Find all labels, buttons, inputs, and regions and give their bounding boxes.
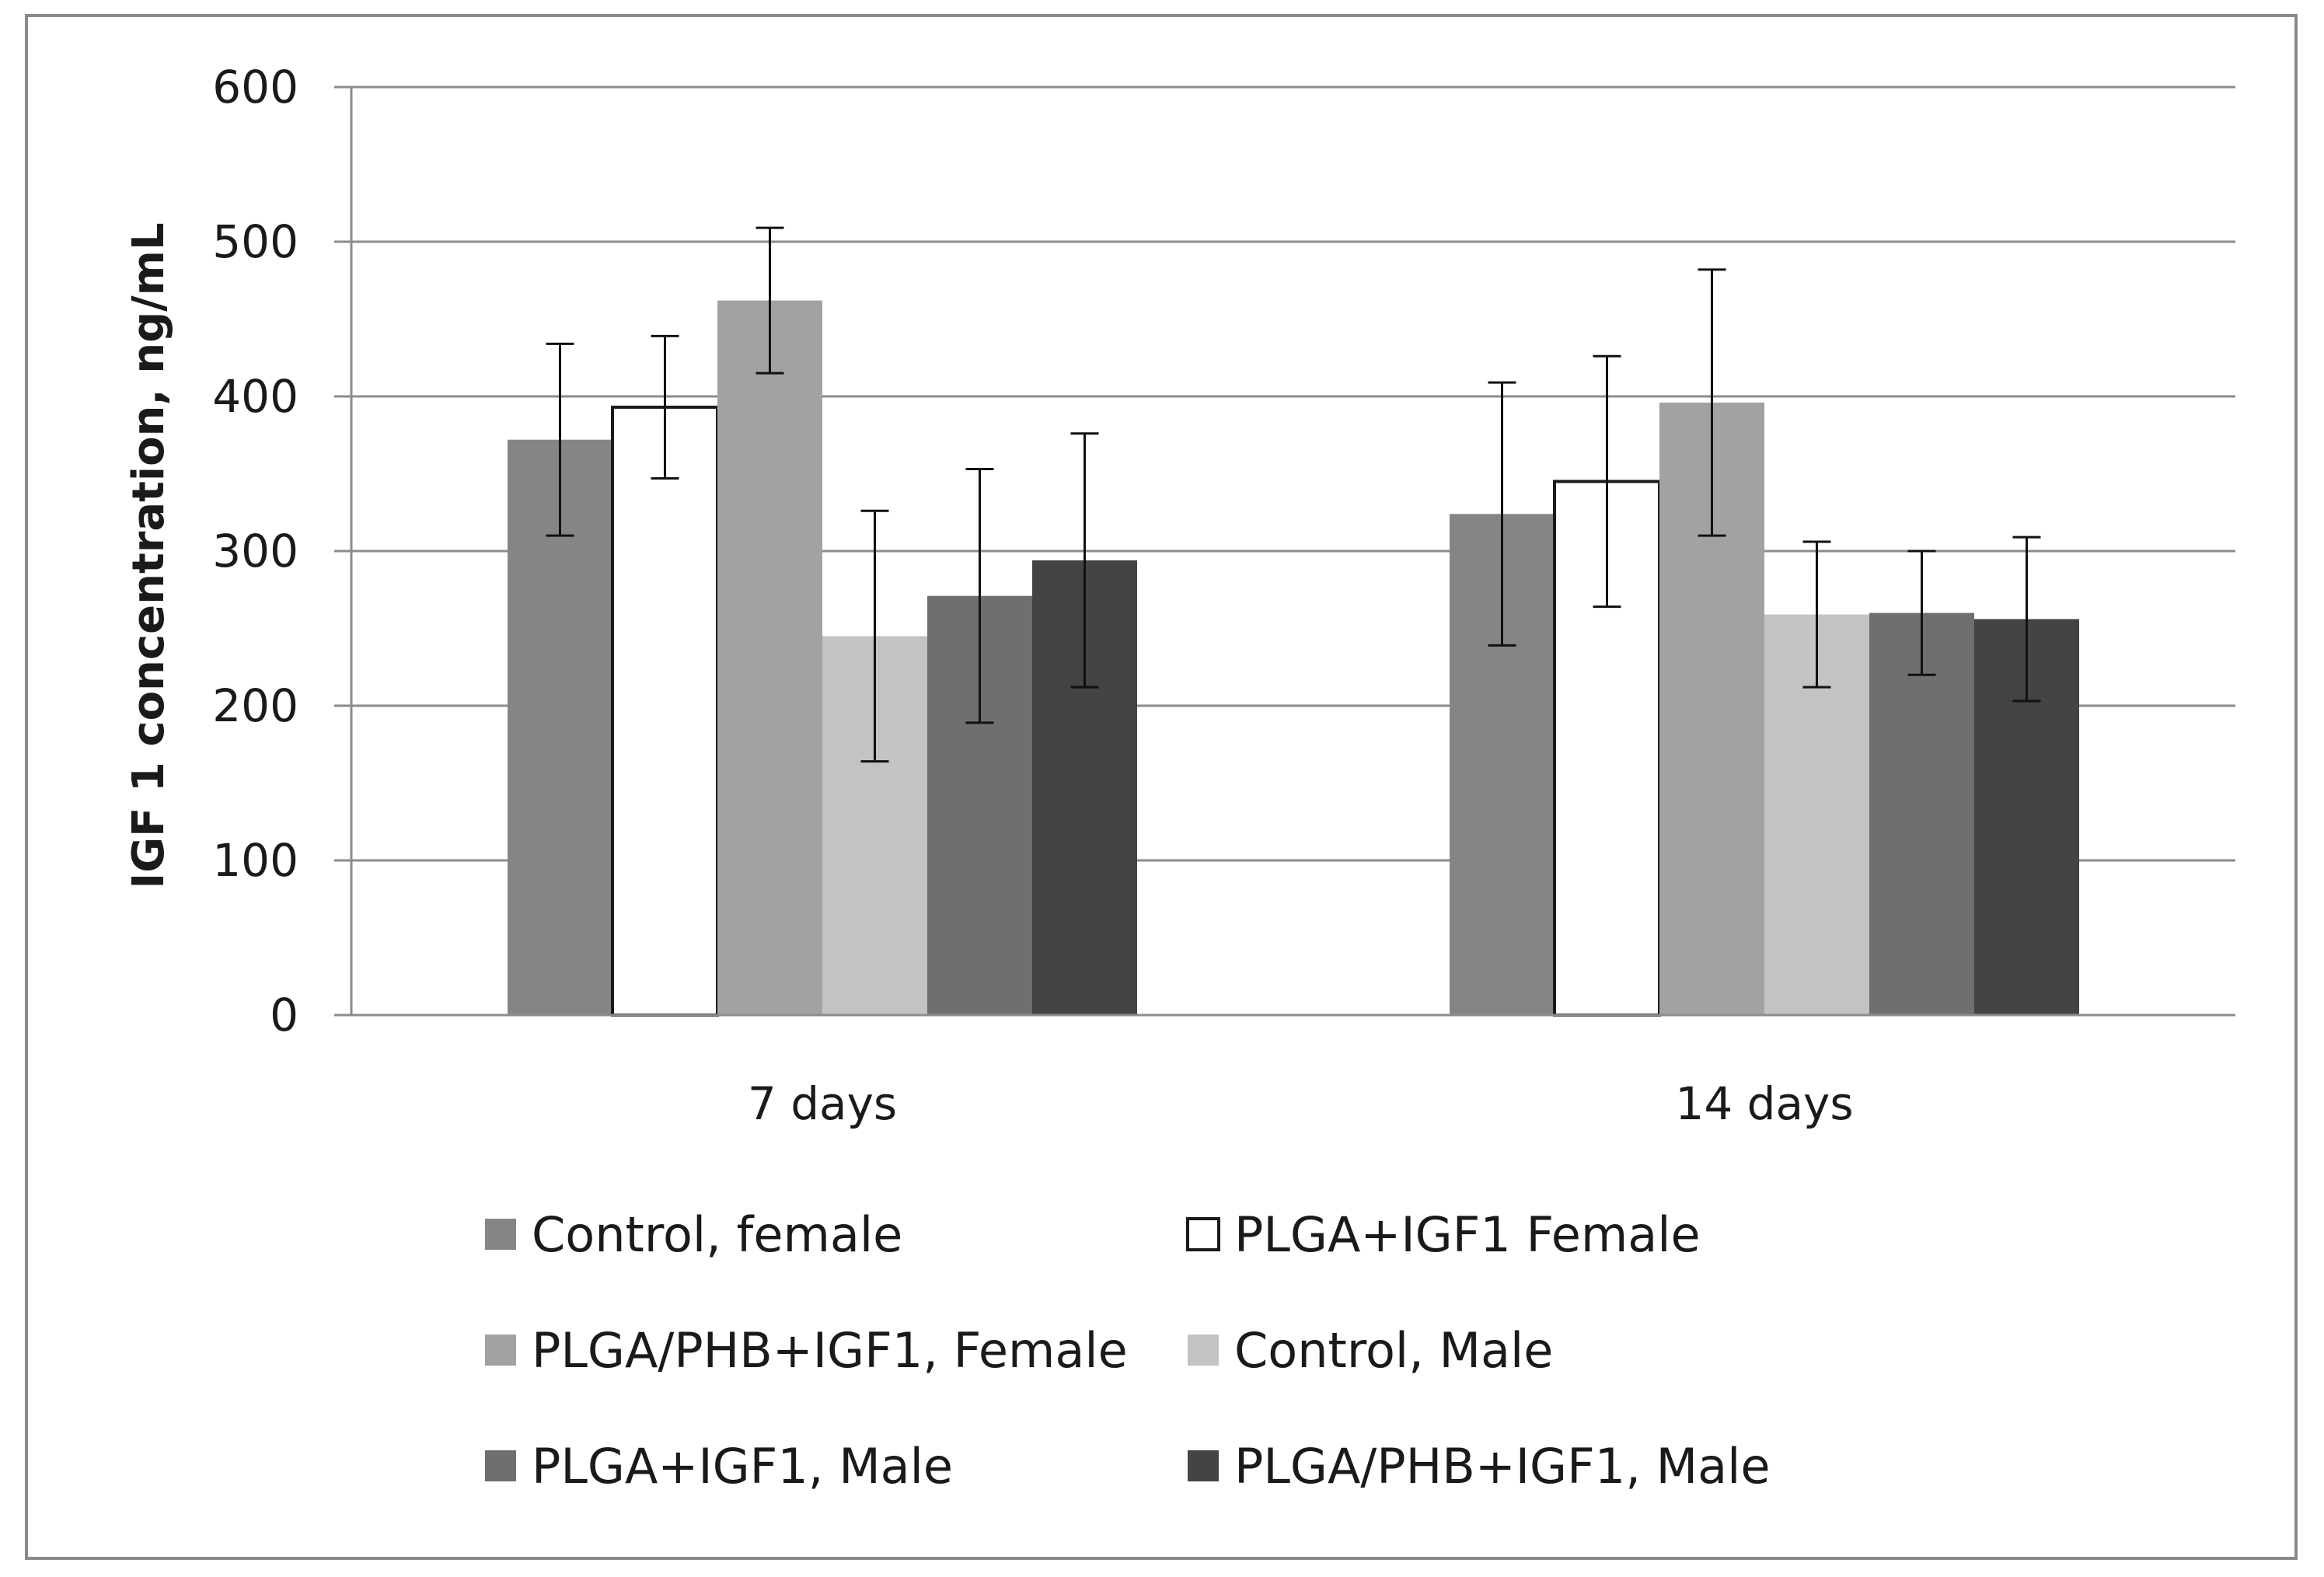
error-bar-0-0 bbox=[546, 342, 574, 537]
y-tick-label-6: 600 bbox=[212, 61, 298, 113]
bar-1-4 bbox=[1869, 612, 1974, 1015]
legend-swatch-3 bbox=[1188, 1335, 1219, 1366]
error-bar-0-2 bbox=[755, 226, 784, 375]
legend-label-3: Control, Male bbox=[1234, 1322, 1553, 1379]
y-tick-label-4: 400 bbox=[212, 370, 298, 423]
error-bar-1-1 bbox=[1593, 354, 1621, 609]
y-tick-label-5: 500 bbox=[212, 215, 298, 268]
error-bar-1-4 bbox=[1907, 550, 1936, 676]
error-bar-0-4 bbox=[965, 468, 994, 724]
legend-swatch-2 bbox=[485, 1335, 516, 1366]
error-bar-0-1 bbox=[651, 334, 679, 480]
bar-0-1 bbox=[611, 405, 719, 1017]
y-axis-title: IGF 1 concentration, ng/mL bbox=[124, 222, 174, 888]
y-tick-label-2: 200 bbox=[212, 679, 298, 732]
error-bar-0-3 bbox=[860, 509, 889, 763]
legend-swatch-1 bbox=[1186, 1217, 1220, 1251]
legend-label-1: PLGA+IGF1 Female bbox=[1234, 1206, 1701, 1263]
legend-swatch-5 bbox=[1188, 1450, 1219, 1481]
error-bars bbox=[546, 226, 2041, 763]
legend-swatch-4 bbox=[485, 1450, 516, 1481]
y-tick-label-0: 0 bbox=[270, 989, 298, 1041]
axes: 0 100 200 300 400 500 600 7 days 14 days bbox=[212, 61, 2235, 1130]
legend: Control, female PLGA+IGF1 Female PLGA/PHB+… bbox=[485, 1206, 1770, 1495]
legend-label-4: PLGA+IGF1, Male bbox=[532, 1438, 953, 1495]
error-bar-1-5 bbox=[2012, 536, 2041, 703]
x-tick-label-0: 7 days bbox=[748, 1077, 897, 1130]
y-tick-label-3: 300 bbox=[212, 525, 298, 577]
legend-label-2: PLGA/PHB+IGF1, Female bbox=[532, 1322, 1128, 1379]
error-bar-0-5 bbox=[1070, 432, 1099, 689]
error-bar-1-0 bbox=[1488, 381, 1516, 647]
legend-label-5: PLGA/PHB+IGF1, Male bbox=[1234, 1438, 1770, 1495]
bar-0-2 bbox=[717, 300, 822, 1015]
y-tick-label-1: 100 bbox=[212, 834, 298, 887]
error-bar-1-3 bbox=[1802, 540, 1831, 689]
legend-label-0: Control, female bbox=[532, 1206, 902, 1263]
error-bar-1-2 bbox=[1698, 268, 1726, 537]
x-tick-label-1: 14 days bbox=[1675, 1077, 1853, 1130]
legend-swatch-0 bbox=[485, 1219, 516, 1250]
